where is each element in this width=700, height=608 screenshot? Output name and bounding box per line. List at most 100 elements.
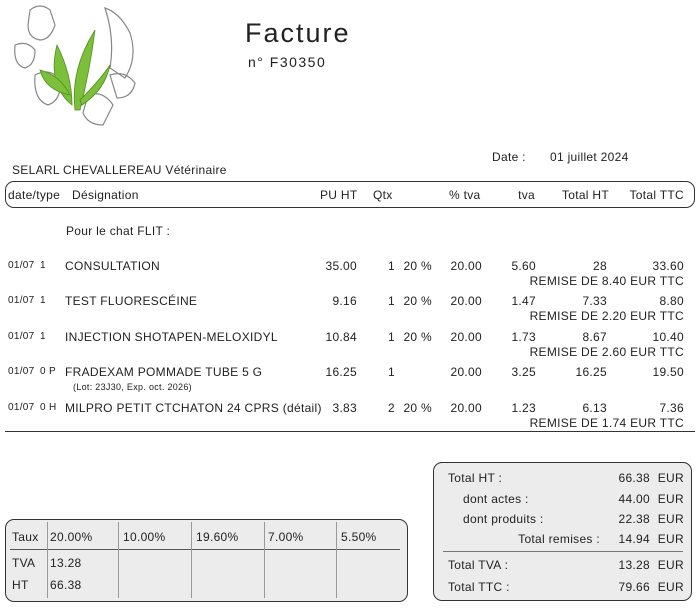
row-designation: MILPRO PETIT CTCHATON 24 CPRS (détail) bbox=[65, 401, 322, 415]
vat-header-line bbox=[10, 549, 400, 550]
vat-cell: TVA bbox=[12, 556, 36, 570]
row-qty: 1 bbox=[388, 330, 395, 344]
row-tva: 5.60 bbox=[511, 259, 536, 273]
row-qty: 2 bbox=[388, 401, 395, 415]
row-total-ttc: 33.60 bbox=[652, 259, 684, 273]
table-bottom-line bbox=[5, 431, 695, 432]
vat-header: Taux bbox=[12, 530, 39, 544]
totals-label: Total TTC : bbox=[448, 580, 510, 594]
row-rate: 20 % bbox=[403, 401, 432, 415]
vat-column-line bbox=[336, 522, 337, 598]
row-tva: 1.47 bbox=[511, 294, 536, 308]
row-pct-tva: 20.00 bbox=[450, 294, 482, 308]
column-header: Total HT bbox=[561, 188, 609, 202]
totals-currency: EUR bbox=[657, 512, 684, 526]
row-total-ttc: 7.36 bbox=[659, 401, 684, 415]
row-date: 01/07 bbox=[8, 331, 35, 342]
row-rate: 20 % bbox=[403, 330, 432, 344]
row-pct-tva: 20.00 bbox=[450, 365, 482, 379]
totals-value: 13.28 bbox=[618, 558, 650, 572]
totals-label: Total HT : bbox=[448, 471, 503, 485]
row-total-ht: 28 bbox=[593, 259, 607, 273]
totals-currency: EUR bbox=[657, 558, 684, 572]
row-type: 0 P bbox=[40, 366, 56, 377]
row-date: 01/07 bbox=[8, 402, 35, 413]
row-pu-ht: 35.00 bbox=[325, 259, 357, 273]
row-lot: (Lot: 23J30, Exp. oct. 2026) bbox=[73, 382, 192, 392]
column-header: date/type bbox=[8, 188, 61, 202]
totals-value: 44.00 bbox=[618, 492, 650, 506]
vat-header: 20.00% bbox=[50, 530, 93, 544]
vat-column-line bbox=[118, 522, 119, 598]
row-total-ttc: 10.40 bbox=[652, 330, 684, 344]
totals-label: Total remises : bbox=[518, 532, 600, 546]
row-date: 01/07 bbox=[8, 260, 35, 271]
section-label: Pour le chat FLIT : bbox=[66, 224, 171, 238]
row-type: 1 bbox=[40, 331, 46, 342]
row-date: 01/07 bbox=[8, 295, 35, 306]
row-remise: REMISE DE 2.20 EUR TTC bbox=[529, 309, 684, 323]
totals-label: dont actes : bbox=[463, 492, 529, 506]
row-pu-ht: 10.84 bbox=[325, 330, 357, 344]
vat-cell: 66.38 bbox=[50, 578, 82, 592]
row-designation: TEST FLUORESCÉINE bbox=[65, 294, 198, 308]
vat-cell: 13.28 bbox=[50, 556, 82, 570]
column-header: Désignation bbox=[72, 188, 139, 202]
row-remise: REMISE DE 1.74 EUR TTC bbox=[529, 416, 684, 430]
totals-currency: EUR bbox=[657, 580, 684, 594]
row-remise: REMISE DE 2.60 EUR TTC bbox=[529, 345, 684, 359]
vat-column-line bbox=[47, 522, 48, 598]
totals-currency: EUR bbox=[657, 492, 684, 506]
row-date: 01/07 bbox=[8, 366, 35, 377]
row-type: 0 H bbox=[40, 402, 57, 413]
vat-header: 10.00% bbox=[123, 530, 166, 544]
row-pct-tva: 20.00 bbox=[450, 401, 482, 415]
column-header: % tva bbox=[449, 188, 481, 202]
row-tva: 1.23 bbox=[511, 401, 536, 415]
logo bbox=[14, 5, 136, 126]
row-type: 1 bbox=[40, 260, 46, 271]
totals-label: dont produits : bbox=[463, 512, 544, 526]
totals-value: 66.38 bbox=[618, 471, 650, 485]
vat-cell: HT bbox=[12, 578, 29, 592]
row-tva: 3.25 bbox=[511, 365, 536, 379]
vat-header: 7.00% bbox=[268, 530, 304, 544]
row-designation: CONSULTATION bbox=[65, 259, 160, 273]
vat-header: 5.50% bbox=[341, 530, 377, 544]
vat-column-line bbox=[264, 522, 265, 598]
row-total-ttc: 19.50 bbox=[652, 365, 684, 379]
row-pu-ht: 9.16 bbox=[332, 294, 357, 308]
row-pu-ht: 3.83 bbox=[332, 401, 357, 415]
row-pct-tva: 20.00 bbox=[450, 259, 482, 273]
totals-label: Total TVA : bbox=[448, 558, 509, 572]
column-header: Total TTC bbox=[629, 188, 684, 202]
header-box bbox=[5, 181, 695, 208]
row-type: 1 bbox=[40, 295, 46, 306]
vat-box bbox=[5, 519, 408, 602]
row-total-ht: 7.33 bbox=[582, 294, 607, 308]
totals-box bbox=[433, 462, 692, 601]
totals-separator bbox=[443, 551, 683, 552]
vat-header: 19.60% bbox=[196, 530, 239, 544]
column-header: tva bbox=[518, 188, 535, 202]
column-header: Qtx bbox=[373, 188, 393, 202]
invoice-title: Facture bbox=[245, 18, 351, 48]
date-label: Date : bbox=[492, 150, 526, 164]
row-pct-tva: 20.00 bbox=[450, 330, 482, 344]
row-tva: 1.73 bbox=[511, 330, 536, 344]
totals-value: 22.38 bbox=[618, 512, 650, 526]
row-total-ht: 8.67 bbox=[582, 330, 607, 344]
row-designation: INJECTION SHOTAPEN-MELOXIDYL bbox=[65, 330, 278, 344]
row-total-ht: 16.25 bbox=[575, 365, 607, 379]
row-qty: 1 bbox=[388, 259, 395, 273]
row-rate: 20 % bbox=[403, 294, 432, 308]
row-total-ttc: 8.80 bbox=[659, 294, 684, 308]
row-remise: REMISE DE 8.40 EUR TTC bbox=[529, 274, 684, 288]
clinic-name: SELARL CHEVALLEREAU Vétérinaire bbox=[12, 163, 227, 177]
row-pu-ht: 16.25 bbox=[325, 365, 357, 379]
totals-value: 14.94 bbox=[618, 532, 650, 546]
row-rate: 20 % bbox=[403, 259, 432, 273]
row-total-ht: 6.13 bbox=[582, 401, 607, 415]
vat-column-line bbox=[191, 522, 192, 598]
